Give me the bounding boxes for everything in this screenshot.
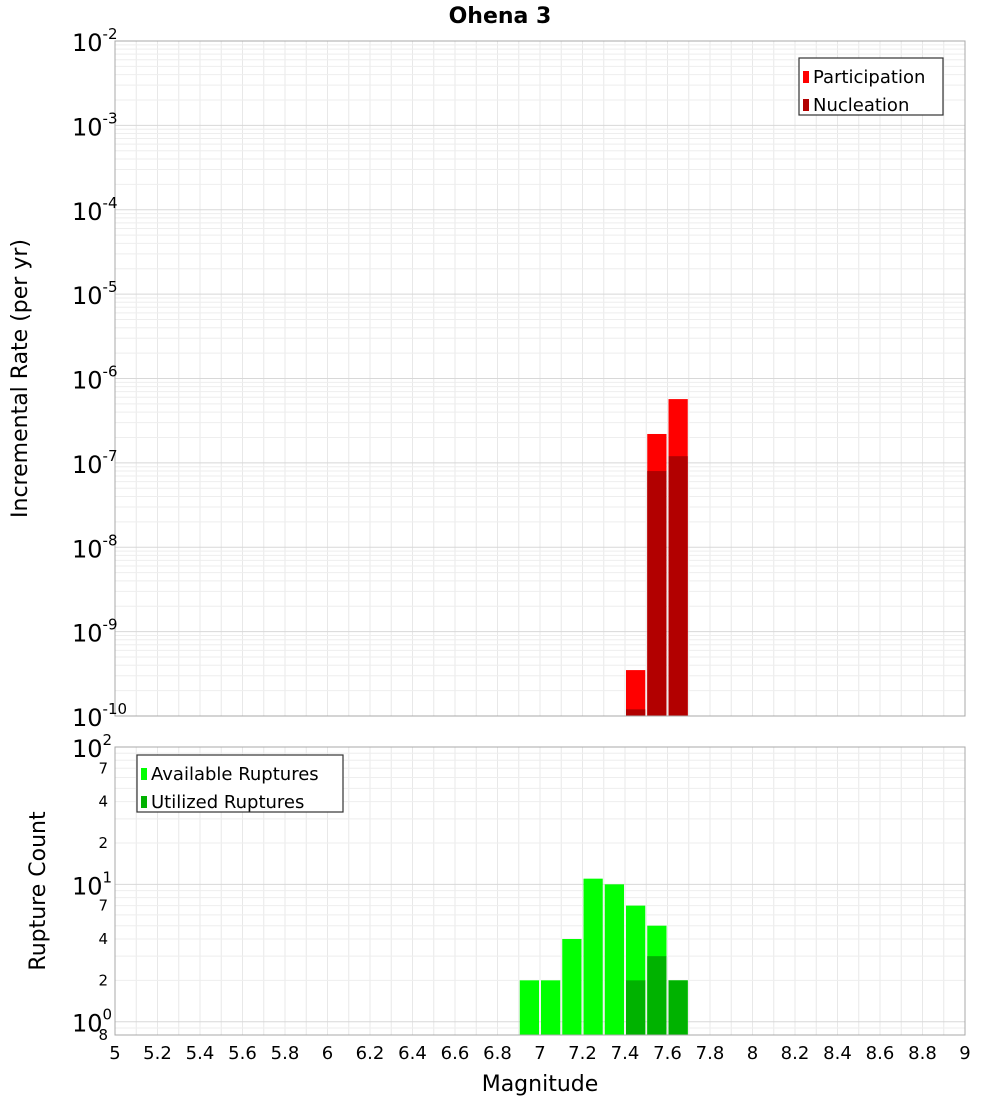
tick-exponent: -7 [103, 447, 118, 465]
bottom-y-tick-label: 100 [72, 1006, 112, 1038]
bottom-available-bar [541, 980, 561, 1035]
x-tick-label: 8.4 [823, 1043, 852, 1064]
top-y-tick-label: 10-10 [72, 700, 127, 732]
x-tick-label: 5 [109, 1043, 120, 1064]
top-y-tick-label: 10-7 [72, 447, 118, 479]
bottom-y-minor-tick-label: 4 [98, 793, 108, 811]
top-legend-label: Participation [813, 67, 925, 88]
tick-exponent: -10 [103, 700, 128, 718]
tick-base: 10 [72, 620, 103, 648]
x-tick-label: 6.6 [441, 1043, 470, 1064]
bottom-legend-box [136, 754, 344, 813]
tick-exponent: -6 [103, 363, 118, 381]
top-y-tick-label: 10-9 [72, 616, 118, 648]
bottom-y-tick-label: 101 [72, 868, 112, 900]
top-participation-bar [626, 670, 646, 716]
x-tick-label: 5.4 [186, 1043, 215, 1064]
top-legend-box [798, 57, 944, 116]
x-tick-label: 9 [959, 1043, 970, 1064]
bottom-series-utilized [626, 956, 688, 1035]
top-y-tick-label: 10-4 [72, 194, 118, 226]
top-legend-swatch [803, 71, 809, 83]
x-tick-label: 7.2 [568, 1043, 597, 1064]
tick-exponent: -8 [103, 531, 118, 549]
bottom-y-minor-tick-label: 4 [98, 930, 108, 948]
top-y-tick-label: 10-5 [72, 278, 118, 310]
tick-base: 10 [72, 451, 103, 479]
x-tick-label: 7 [534, 1043, 545, 1064]
bottom-y-minor-tick-label: 7 [98, 897, 108, 915]
top-y-tick-label: 10-3 [72, 109, 118, 141]
tick-base: 10 [72, 29, 103, 57]
x-tick-label: 8.6 [866, 1043, 895, 1064]
top-y-tick-label: 10-2 [72, 25, 118, 57]
x-tick-label: 5.6 [228, 1043, 257, 1064]
bottom-available-bar [519, 980, 539, 1035]
top-nucleation-bar [647, 471, 667, 716]
bottom-legend-swatch [141, 796, 147, 808]
tick-base: 10 [72, 535, 103, 563]
x-tick-label: 7.6 [653, 1043, 682, 1064]
x-axis-label: Magnitude [482, 1072, 599, 1097]
tick-base: 10 [72, 282, 103, 310]
bottom-available-bar [562, 939, 582, 1035]
top-series-nucleation [626, 456, 688, 716]
top-legend-swatch [803, 99, 809, 111]
tick-exponent: -3 [103, 109, 118, 127]
bottom-available-bar [583, 878, 603, 1035]
tick-base: 10 [72, 367, 103, 395]
tick-base: 10 [72, 198, 103, 226]
x-tick-label: 8.8 [908, 1043, 937, 1064]
tick-base: 10 [72, 872, 103, 900]
bottom-y-minor-tick-label: 8 [98, 1026, 108, 1044]
tick-exponent: -4 [103, 194, 118, 212]
bottom-legend-swatch [141, 768, 147, 780]
tick-base: 10 [72, 1010, 103, 1038]
top-legend-label: Nucleation [813, 95, 909, 116]
bottom-utilized-bar [626, 980, 646, 1035]
x-tick-label: 6 [322, 1043, 333, 1064]
bottom-legend-label: Utilized Ruptures [151, 792, 304, 813]
top-legend: Participation Nucleation [798, 57, 944, 116]
top-grid [114, 41, 966, 717]
tick-exponent: -2 [103, 25, 118, 43]
top-y-axis-label: Incremental Rate (per yr) [8, 239, 33, 518]
x-tick-label: 5.8 [271, 1043, 300, 1064]
bottom-y-minor-tick-label: 7 [98, 759, 108, 777]
top-y-tick-label: 10-6 [72, 363, 118, 395]
tick-base: 10 [72, 113, 103, 141]
tick-exponent: -5 [103, 278, 118, 296]
bottom-available-bar [604, 884, 624, 1035]
tick-base: 10 [72, 704, 103, 732]
tick-exponent: 0 [103, 1006, 113, 1024]
top-y-tick-label: 10-8 [72, 531, 118, 563]
bottom-y-axis-label: Rupture Count [26, 811, 51, 971]
top-nucleation-bar [668, 456, 688, 716]
top-nucleation-bar [626, 709, 646, 716]
bottom-legend: Available Ruptures Utilized Ruptures [136, 754, 344, 813]
top-plot-frame [114, 40, 966, 717]
x-tick-label: 6.4 [398, 1043, 427, 1064]
bottom-legend-label: Available Ruptures [151, 764, 319, 785]
bottom-plot-frame [114, 746, 966, 1036]
x-tick-label: 8 [747, 1043, 758, 1064]
tick-exponent: 2 [103, 731, 113, 749]
bottom-y-tick-label: 102 [72, 731, 112, 763]
x-tick-label: 7.8 [696, 1043, 725, 1064]
tick-exponent: 1 [103, 868, 113, 886]
bottom-utilized-bar [647, 956, 667, 1035]
bottom-utilized-bar [668, 980, 688, 1035]
x-tick-label: 5.2 [143, 1043, 172, 1064]
x-tick-label: 6.8 [483, 1043, 512, 1064]
bottom-y-minor-tick-label: 2 [98, 971, 108, 989]
tick-exponent: -9 [103, 616, 118, 634]
chart-title: Ohena 3 [449, 4, 552, 29]
bottom-y-minor-tick-label: 2 [98, 834, 108, 852]
x-tick-label: 6.2 [356, 1043, 385, 1064]
x-tick-label: 7.4 [611, 1043, 640, 1064]
x-tick-label: 8.2 [781, 1043, 810, 1064]
tick-base: 10 [72, 735, 103, 763]
